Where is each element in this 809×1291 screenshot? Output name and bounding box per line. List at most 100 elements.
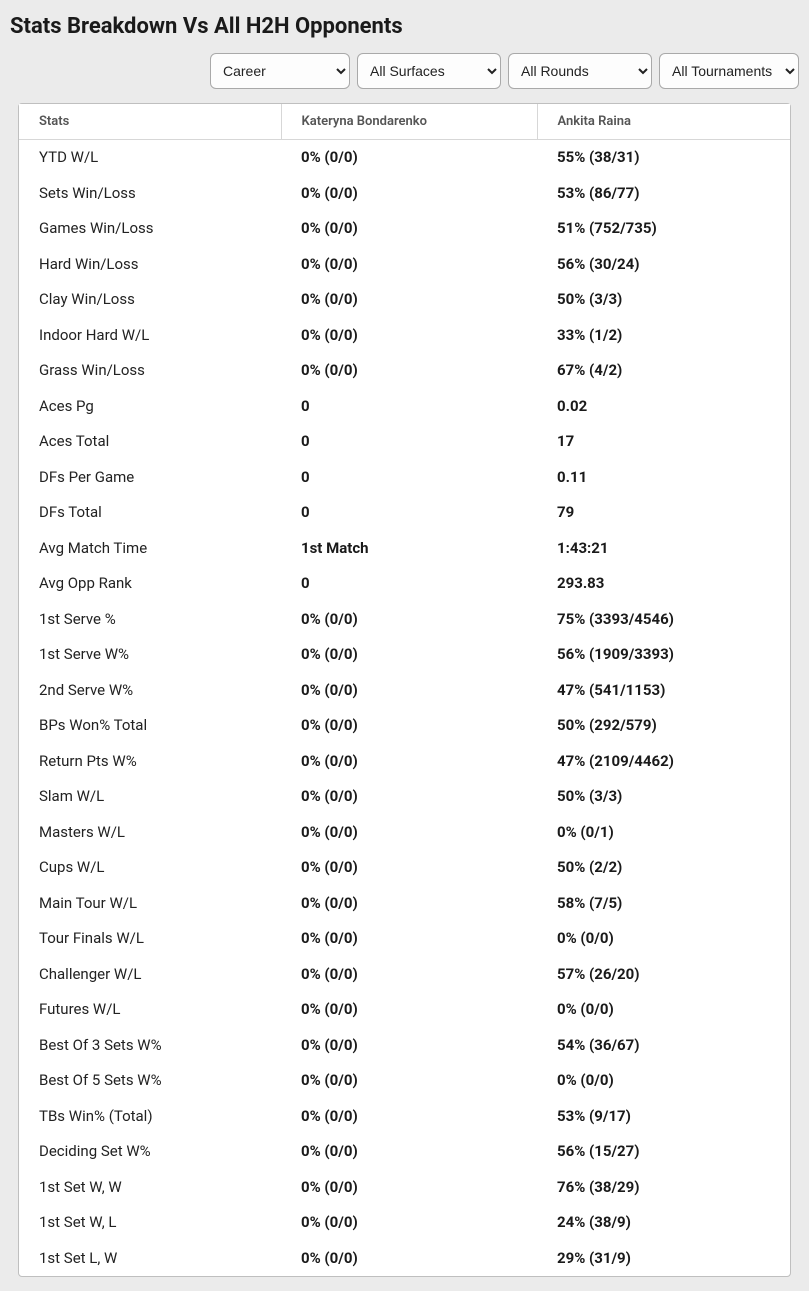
stat-value-player2: 50% (3/3) — [537, 282, 790, 318]
stat-label: Slam W/L — [19, 779, 281, 815]
stat-value-player1: 0% (0/0) — [281, 886, 537, 922]
stat-value-player1: 0% (0/0) — [281, 815, 537, 851]
table-row: TBs Win% (Total)0% (0/0)53% (9/17) — [19, 1099, 790, 1135]
stat-value-player1: 0% (0/0) — [281, 1170, 537, 1206]
stat-value-player2: 1:43:21 — [537, 531, 790, 567]
stat-value-player2: 56% (15/27) — [537, 1134, 790, 1170]
stat-value-player2: 75% (3393/4546) — [537, 602, 790, 638]
stat-value-player2: 55% (38/31) — [537, 140, 790, 176]
table-header-row: Stats Kateryna Bondarenko Ankita Raina — [19, 104, 790, 140]
stat-value-player2: 79 — [537, 495, 790, 531]
stat-label: DFs Total — [19, 495, 281, 531]
stat-label: 1st Set W, W — [19, 1170, 281, 1206]
table-row: Best Of 5 Sets W%0% (0/0)0% (0/0) — [19, 1063, 790, 1099]
stat-label: Sets Win/Loss — [19, 176, 281, 212]
stat-value-player1: 0% (0/0) — [281, 850, 537, 886]
stat-label: Best Of 5 Sets W% — [19, 1063, 281, 1099]
table-row: Deciding Set W%0% (0/0)56% (15/27) — [19, 1134, 790, 1170]
surface-select[interactable]: All Surfaces — [357, 53, 501, 89]
stat-value-player1: 0% (0/0) — [281, 708, 537, 744]
stat-value-player1: 0% (0/0) — [281, 140, 537, 176]
stat-value-player1: 0% (0/0) — [281, 1241, 537, 1277]
stat-label: Tour Finals W/L — [19, 921, 281, 957]
tournament-select[interactable]: All Tournaments — [659, 53, 799, 89]
table-row: DFs Per Game00.11 — [19, 460, 790, 496]
stat-label: Deciding Set W% — [19, 1134, 281, 1170]
stat-value-player1: 0% (0/0) — [281, 247, 537, 283]
table-row: Tour Finals W/L0% (0/0)0% (0/0) — [19, 921, 790, 957]
stat-value-player1: 0% (0/0) — [281, 602, 537, 638]
table-row: 1st Set L, W0% (0/0)29% (31/9) — [19, 1241, 790, 1277]
table-row: Aces Pg00.02 — [19, 389, 790, 425]
header-player2: Ankita Raina — [537, 104, 790, 140]
stat-value-player1: 0% (0/0) — [281, 637, 537, 673]
stat-value-player1: 0% (0/0) — [281, 176, 537, 212]
stat-value-player2: 58% (7/5) — [537, 886, 790, 922]
table-row: Slam W/L0% (0/0)50% (3/3) — [19, 779, 790, 815]
table-row: Indoor Hard W/L0% (0/0)33% (1/2) — [19, 318, 790, 354]
stat-value-player2: 33% (1/2) — [537, 318, 790, 354]
header-stats: Stats — [19, 104, 281, 140]
stat-value-player1: 0% (0/0) — [281, 1063, 537, 1099]
stat-value-player2: 67% (4/2) — [537, 353, 790, 389]
stat-label: 1st Serve W% — [19, 637, 281, 673]
round-select[interactable]: All Rounds — [508, 53, 652, 89]
stat-value-player1: 0% (0/0) — [281, 1099, 537, 1135]
header-player1: Kateryna Bondarenko — [281, 104, 537, 140]
table-row: Aces Total017 — [19, 424, 790, 460]
stat-value-player2: 50% (3/3) — [537, 779, 790, 815]
stat-value-player2: 0% (0/0) — [537, 992, 790, 1028]
stat-label: Masters W/L — [19, 815, 281, 851]
stats-table: Stats Kateryna Bondarenko Ankita Raina Y… — [19, 104, 790, 1276]
stat-value-player2: 51% (752/735) — [537, 211, 790, 247]
stat-label: 1st Set L, W — [19, 1241, 281, 1277]
table-row: Return Pts W%0% (0/0)47% (2109/4462) — [19, 744, 790, 780]
table-row: Avg Match Time1st Match1:43:21 — [19, 531, 790, 567]
stat-label: DFs Per Game — [19, 460, 281, 496]
table-row: 2nd Serve W%0% (0/0)47% (541/1153) — [19, 673, 790, 709]
stat-value-player2: 29% (31/9) — [537, 1241, 790, 1277]
stat-label: Grass Win/Loss — [19, 353, 281, 389]
stat-label: Avg Opp Rank — [19, 566, 281, 602]
stat-value-player2: 50% (292/579) — [537, 708, 790, 744]
table-row: Clay Win/Loss0% (0/0)50% (3/3) — [19, 282, 790, 318]
stat-label: 2nd Serve W% — [19, 673, 281, 709]
stat-label: Challenger W/L — [19, 957, 281, 993]
stat-value-player1: 0 — [281, 460, 537, 496]
stat-label: Hard Win/Loss — [19, 247, 281, 283]
stats-table-card: Stats Kateryna Bondarenko Ankita Raina Y… — [18, 103, 791, 1277]
stat-value-player2: 47% (2109/4462) — [537, 744, 790, 780]
table-row: Sets Win/Loss0% (0/0)53% (86/77) — [19, 176, 790, 212]
stat-value-player1: 0% (0/0) — [281, 992, 537, 1028]
stat-value-player2: 0% (0/1) — [537, 815, 790, 851]
stat-value-player1: 0 — [281, 495, 537, 531]
table-row: Avg Opp Rank0293.83 — [19, 566, 790, 602]
stat-value-player2: 0% (0/0) — [537, 921, 790, 957]
stat-label: Return Pts W% — [19, 744, 281, 780]
timeframe-select[interactable]: Career — [210, 53, 350, 89]
table-row: Challenger W/L0% (0/0)57% (26/20) — [19, 957, 790, 993]
stat-value-player2: 53% (86/77) — [537, 176, 790, 212]
stat-value-player2: 293.83 — [537, 566, 790, 602]
table-row: 1st Serve W%0% (0/0)56% (1909/3393) — [19, 637, 790, 673]
table-row: Best Of 3 Sets W%0% (0/0)54% (36/67) — [19, 1028, 790, 1064]
table-row: Masters W/L0% (0/0)0% (0/1) — [19, 815, 790, 851]
stat-value-player1: 0% (0/0) — [281, 957, 537, 993]
table-row: 1st Set W, L0% (0/0)24% (38/9) — [19, 1205, 790, 1241]
stat-value-player2: 54% (36/67) — [537, 1028, 790, 1064]
stat-value-player1: 0% (0/0) — [281, 1205, 537, 1241]
table-row: Cups W/L0% (0/0)50% (2/2) — [19, 850, 790, 886]
stat-value-player1: 0% (0/0) — [281, 353, 537, 389]
stat-value-player1: 0% (0/0) — [281, 211, 537, 247]
stat-value-player1: 0% (0/0) — [281, 282, 537, 318]
table-row: YTD W/L0% (0/0)55% (38/31) — [19, 140, 790, 176]
stat-label: Clay Win/Loss — [19, 282, 281, 318]
table-row: BPs Won% Total0% (0/0)50% (292/579) — [19, 708, 790, 744]
stat-label: Futures W/L — [19, 992, 281, 1028]
stat-value-player1: 0 — [281, 389, 537, 425]
table-row: DFs Total079 — [19, 495, 790, 531]
stat-value-player2: 24% (38/9) — [537, 1205, 790, 1241]
table-row: Hard Win/Loss0% (0/0)56% (30/24) — [19, 247, 790, 283]
table-row: Main Tour W/L0% (0/0)58% (7/5) — [19, 886, 790, 922]
table-row: Games Win/Loss0% (0/0)51% (752/735) — [19, 211, 790, 247]
